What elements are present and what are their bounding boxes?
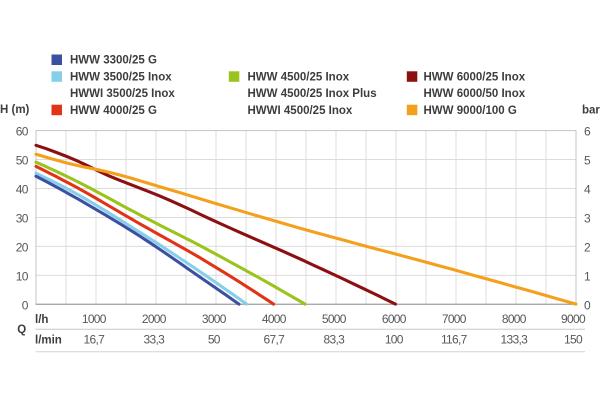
- svg-text:3000: 3000: [202, 312, 227, 326]
- svg-text:0: 0: [584, 298, 591, 312]
- svg-text:HWW 9000/100 G: HWW 9000/100 G: [424, 105, 517, 117]
- svg-text:100: 100: [385, 332, 404, 346]
- svg-text:bar: bar: [582, 105, 600, 117]
- svg-text:50: 50: [208, 332, 221, 346]
- svg-text:33,3: 33,3: [144, 332, 166, 346]
- svg-text:l/min: l/min: [35, 334, 62, 346]
- svg-text:HWW 4500/25 Inox Plus: HWW 4500/25 Inox Plus: [248, 88, 377, 100]
- svg-text:150: 150: [564, 332, 583, 346]
- svg-text:6000: 6000: [382, 312, 407, 326]
- svg-text:H (m): H (m): [0, 104, 30, 116]
- svg-text:67,7: 67,7: [264, 332, 286, 346]
- svg-text:2: 2: [584, 241, 591, 255]
- svg-text:16,7: 16,7: [84, 332, 106, 346]
- svg-text:l/h: l/h: [35, 314, 48, 326]
- svg-text:4000: 4000: [262, 312, 287, 326]
- svg-text:9000: 9000: [561, 312, 586, 326]
- svg-text:83,3: 83,3: [324, 332, 346, 346]
- svg-text:60: 60: [16, 125, 29, 139]
- svg-text:2000: 2000: [142, 312, 167, 326]
- svg-text:3: 3: [584, 212, 591, 226]
- svg-text:0: 0: [22, 298, 29, 312]
- svg-text:7000: 7000: [442, 312, 467, 326]
- svg-text:4: 4: [584, 183, 591, 197]
- svg-text:HWWI 3500/25 Inox: HWWI 3500/25 Inox: [70, 88, 175, 100]
- svg-text:HWWI 4500/25 Inox: HWWI 4500/25 Inox: [248, 105, 353, 117]
- svg-text:HWW 6000/25 Inox: HWW 6000/25 Inox: [424, 71, 526, 83]
- svg-text:8000: 8000: [502, 312, 527, 326]
- svg-text:1: 1: [584, 270, 591, 284]
- svg-text:133,3: 133,3: [501, 332, 529, 346]
- svg-text:30: 30: [16, 212, 29, 226]
- svg-text:HWW 4000/25 G: HWW 4000/25 G: [70, 105, 157, 117]
- svg-text:50: 50: [16, 154, 29, 168]
- svg-text:20: 20: [16, 241, 29, 255]
- svg-text:6: 6: [584, 125, 591, 139]
- svg-text:116,7: 116,7: [441, 332, 468, 346]
- svg-text:1000: 1000: [82, 312, 107, 326]
- svg-text:HWW 6000/50 Inox: HWW 6000/50 Inox: [424, 88, 526, 100]
- svg-text:Q: Q: [17, 324, 26, 336]
- svg-text:HWW 3500/25 Inox: HWW 3500/25 Inox: [70, 71, 172, 83]
- svg-text:HWW 3300/25 G: HWW 3300/25 G: [70, 55, 157, 67]
- svg-text:10: 10: [16, 270, 29, 284]
- svg-text:5: 5: [584, 154, 591, 168]
- svg-text:5000: 5000: [322, 312, 347, 326]
- svg-text:40: 40: [16, 183, 29, 197]
- svg-text:HWW 4500/25 Inox: HWW 4500/25 Inox: [248, 71, 350, 83]
